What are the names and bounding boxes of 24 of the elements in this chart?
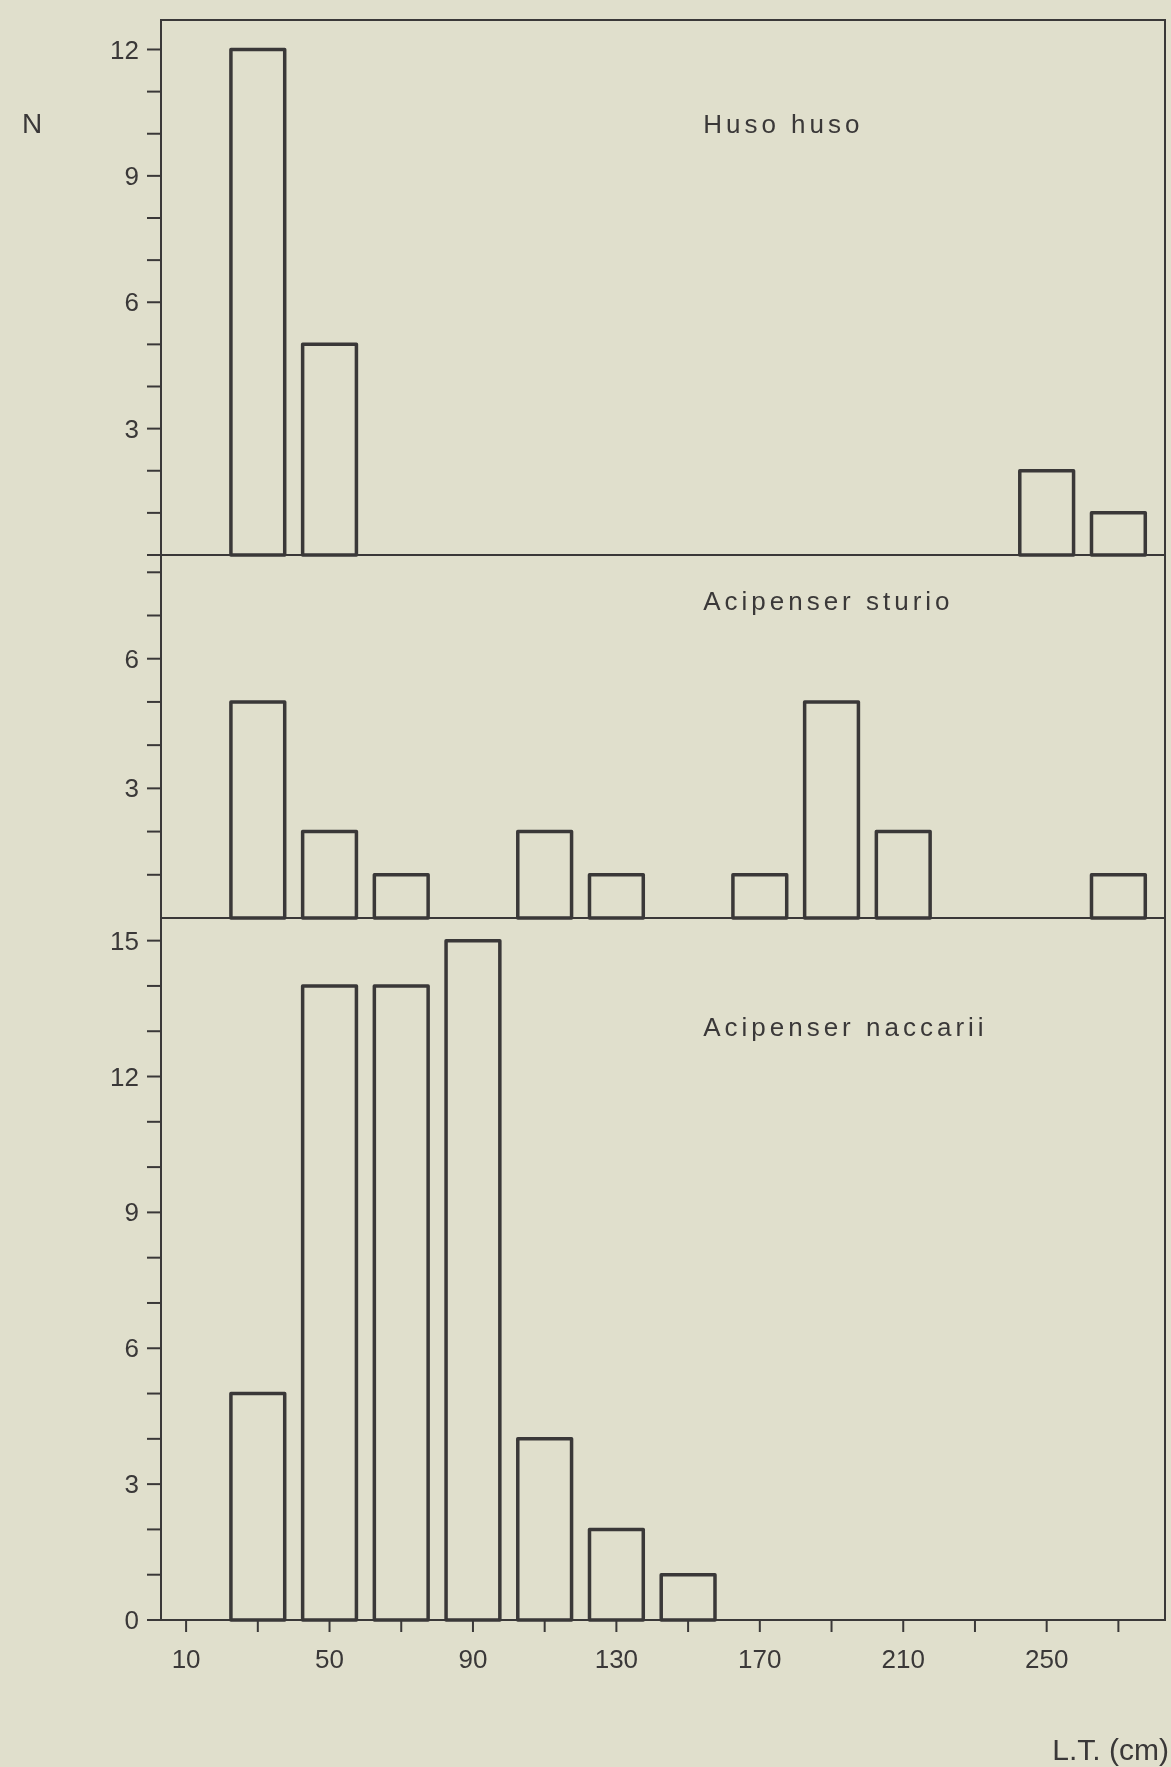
y-tick-label: 9 xyxy=(124,160,139,191)
y-tick-label: 0 xyxy=(124,1605,139,1636)
y-axis-title: N xyxy=(22,108,43,139)
x-tick-label: 50 xyxy=(315,1644,344,1674)
x-tick-label: 250 xyxy=(1024,1644,1069,1674)
y-tick-label: 15 xyxy=(110,925,139,956)
y-tick-label: 12 xyxy=(110,1061,139,1092)
y-tick-label: 3 xyxy=(124,773,139,804)
y-tick-label: 6 xyxy=(124,643,139,674)
text: Acipenser sturio xyxy=(703,586,954,616)
y-tick-label: 6 xyxy=(124,1333,139,1364)
y-tick-label: 6 xyxy=(124,287,139,318)
x-tick-label: 90 xyxy=(458,1644,488,1674)
x-tick-label: 130 xyxy=(594,1644,639,1674)
x-tick-label: 10 xyxy=(171,1644,201,1674)
x-tick-label: 170 xyxy=(738,1644,782,1674)
y-tick-label: 3 xyxy=(124,413,139,444)
text: Huso huso xyxy=(703,109,864,139)
x-tick-label: 210 xyxy=(881,1644,925,1674)
y-tick-label: 3 xyxy=(124,1469,139,1500)
y-tick-label: 12 xyxy=(110,34,139,65)
y-tick-label: 9 xyxy=(124,1197,139,1228)
x-axis-title: L.T. (cm) xyxy=(1052,1733,1169,1766)
text: Acipenser naccarii xyxy=(703,1012,988,1042)
